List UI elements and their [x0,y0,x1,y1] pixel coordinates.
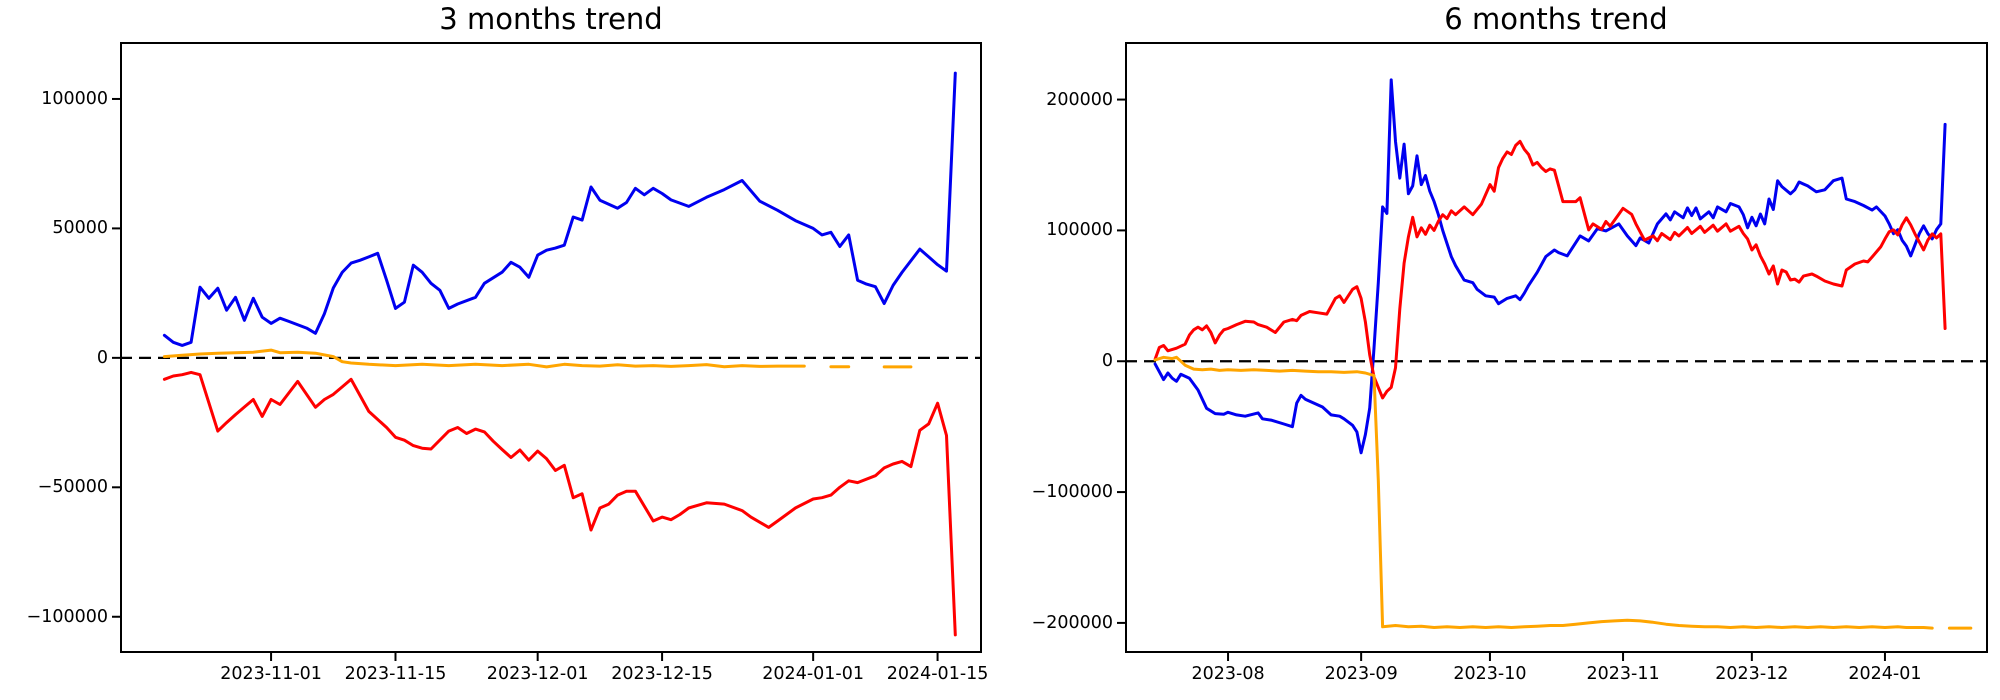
x-tick-label: 2024-01-01 [762,664,864,684]
plot-border [120,42,982,653]
y-tick-label: 100000 [1046,220,1113,241]
y-tick-label: 0 [96,347,108,368]
chart-title-3-months: 3 months trend [439,2,663,36]
orange-series-line [1153,355,1934,630]
x-tick-label: 2023-12-01 [486,664,589,684]
x-tick-label: 2023-09 [1324,664,1398,684]
y-tick-label: −100000 [1031,482,1113,503]
x-tick-label: 2023-12-15 [611,664,713,684]
orange-series-line [162,348,806,369]
plot-border [1125,42,1988,653]
y-tick-label: 0 [1101,351,1113,372]
x-tick-label: 2023-11-01 [220,664,322,684]
x-tick-label: 2023-11-15 [344,664,447,684]
y-tick-label: 200000 [1046,89,1113,110]
red-series-line [1153,139,1947,400]
plot-area-6-months [1117,42,1988,661]
x-tick-label: 2023-10 [1453,664,1527,684]
blue-series-line [1153,78,1947,455]
blue-series-line [162,71,957,347]
chart-title-6-months: 6 months trend [1444,2,1668,36]
x-tick-label: 2023-11 [1586,664,1660,684]
x-tick-label: 2023-12 [1715,664,1789,684]
y-tick-label: 100000 [41,88,108,109]
x-tick-label: 2023-08 [1191,664,1265,684]
y-tick-label: −200000 [1031,612,1113,633]
y-tick-label: −50000 [37,477,108,498]
y-tick-label: 50000 [52,218,108,239]
plot-area-3-months [112,42,982,661]
y-tick-label: −100000 [26,606,108,627]
x-tick-label: 2024-01-15 [886,664,989,684]
red-series-line [162,370,957,637]
x-tick-label: 2024-01 [1848,664,1922,684]
